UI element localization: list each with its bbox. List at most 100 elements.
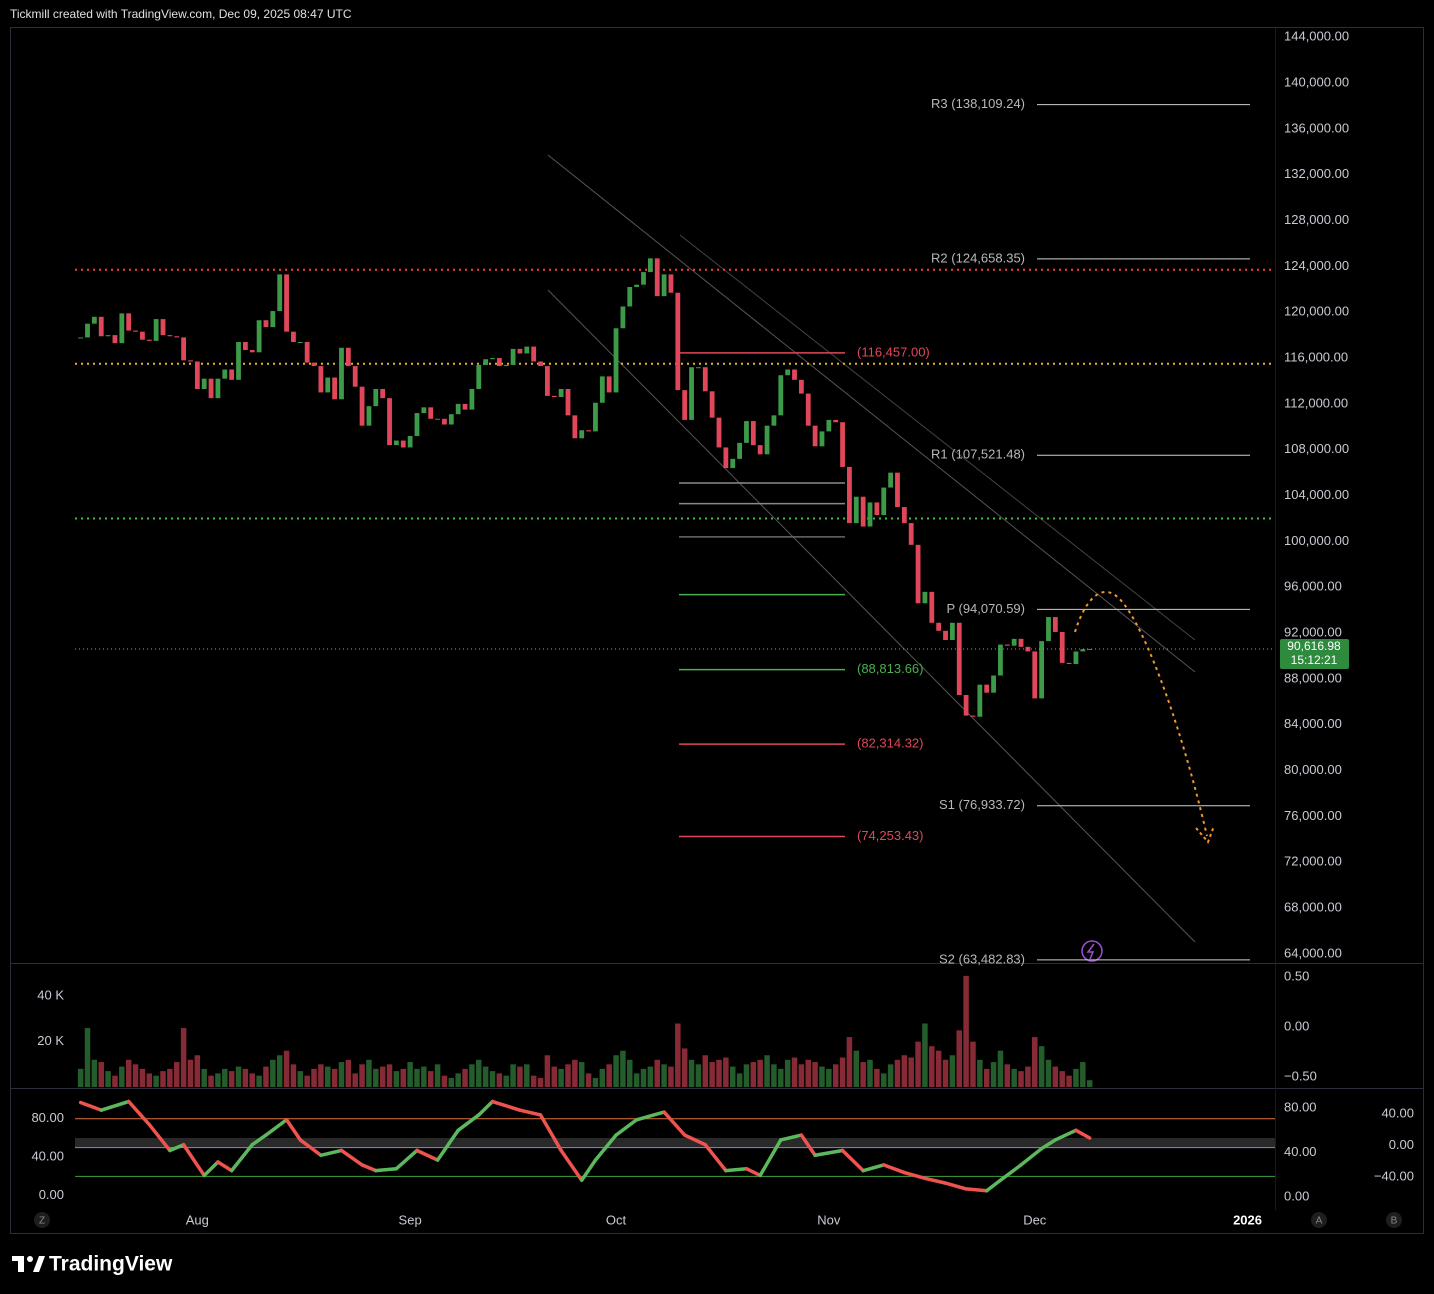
candle: [840, 422, 845, 467]
candle: [112, 335, 118, 344]
volume-bar: [544, 1055, 551, 1087]
volume-bar: [407, 1062, 413, 1087]
oscillator-segment: [490, 1099, 522, 1112]
volume-bar: [846, 1037, 853, 1087]
candle: [201, 378, 207, 389]
oscillator-segment: [538, 1113, 563, 1153]
candle: [991, 675, 996, 693]
candle: [675, 292, 681, 391]
candle: [860, 496, 866, 527]
volume-bar: [469, 1064, 475, 1087]
candle: [339, 347, 344, 400]
volume-bar: [723, 1057, 729, 1087]
volume-bar: [922, 1023, 928, 1087]
candle: [400, 440, 406, 448]
volume-bar: [681, 1048, 688, 1087]
y-tick-label: 136,000.00: [1284, 120, 1349, 135]
oscillator-segment: [682, 1133, 708, 1147]
pivot-label: S2 (63,482.83): [939, 951, 1025, 966]
x-tick-label: Aug: [186, 1212, 209, 1227]
corner-label[interactable]: B: [1391, 1216, 1398, 1227]
volume-bar: [709, 1062, 715, 1087]
candle: [98, 316, 104, 337]
candle: [325, 377, 331, 393]
candle: [833, 419, 839, 423]
oscillator-segment: [614, 1118, 639, 1137]
volume-bar: [132, 1064, 139, 1087]
volume-bar: [455, 1073, 461, 1087]
volume-bar: [798, 1064, 805, 1087]
corner-label[interactable]: A: [1316, 1216, 1323, 1227]
candle: [771, 415, 777, 426]
volume-bar: [894, 1059, 901, 1087]
candle: [332, 377, 338, 400]
oscillator-segment: [518, 1108, 543, 1117]
oscillator-segment: [799, 1133, 817, 1158]
volume-bar: [668, 1066, 674, 1087]
volume-bar: [819, 1066, 825, 1087]
candle: [709, 391, 715, 418]
volume-bar: [517, 1066, 523, 1087]
candle: [936, 622, 942, 631]
volume-bar: [771, 1064, 777, 1087]
candle: [1066, 662, 1072, 665]
fib-label: (116,457.00): [857, 344, 930, 359]
candle: [798, 379, 804, 394]
corner-button[interactable]: [34, 1212, 50, 1228]
volume-bar: [832, 1064, 839, 1087]
volume-bar: [647, 1066, 654, 1087]
candle: [249, 350, 255, 353]
candle: [407, 435, 413, 448]
volume-bar: [270, 1059, 276, 1087]
alert-icon[interactable]: [1081, 940, 1103, 962]
y-tick-label: 68,000.00: [1284, 900, 1342, 915]
channel-line: [547, 289, 1196, 943]
oscillator-segment: [229, 1142, 254, 1173]
volume-bar: [373, 1068, 379, 1087]
volume-bar: [702, 1055, 709, 1087]
candle: [901, 507, 907, 524]
volume-y2-tick-label: 0.50: [1284, 968, 1309, 983]
volume-bar: [448, 1077, 455, 1087]
candle: [304, 342, 310, 363]
volume-bar: [180, 1028, 187, 1087]
corner-button[interactable]: [1311, 1212, 1327, 1228]
last-price-box: [1280, 638, 1349, 669]
fib-label: (88,813.66): [857, 661, 924, 676]
volume-bar: [153, 1075, 159, 1087]
oscillator-segment: [779, 1133, 804, 1142]
candle: [359, 386, 365, 426]
volume-bar: [867, 1059, 873, 1087]
candle: [778, 375, 784, 416]
volume-bar: [222, 1068, 228, 1087]
volume-bar: [228, 1071, 235, 1087]
candle: [730, 458, 736, 469]
candle: [373, 388, 379, 407]
x-tick-label: Sep: [399, 1212, 422, 1227]
panel-border: [10, 27, 1424, 1234]
candle: [970, 715, 976, 717]
volume-bar: [194, 1055, 201, 1087]
y-tick-label: 72,000.00: [1284, 854, 1342, 869]
oscillator-segment: [861, 1163, 886, 1173]
volume-bar: [551, 1066, 558, 1087]
candle: [634, 284, 640, 287]
candle: [105, 335, 111, 337]
volume-bar: [880, 1073, 887, 1087]
candle: [1032, 651, 1038, 699]
oscillator-segment: [984, 1178, 1003, 1193]
corner-label[interactable]: Z: [39, 1216, 45, 1227]
candle: [428, 407, 434, 419]
candle: [682, 390, 688, 420]
volume-bar: [1045, 1059, 1052, 1087]
candle: [153, 319, 159, 341]
candle: [689, 367, 694, 420]
corner-button[interactable]: [1386, 1212, 1402, 1228]
oscillator-segment: [634, 1110, 666, 1122]
volume-bar: [901, 1055, 908, 1087]
oscillator-segment: [703, 1142, 728, 1173]
candle: [1087, 648, 1093, 650]
volume-bar: [139, 1068, 146, 1087]
candle: [744, 421, 749, 443]
oscillator-segment: [881, 1163, 907, 1175]
